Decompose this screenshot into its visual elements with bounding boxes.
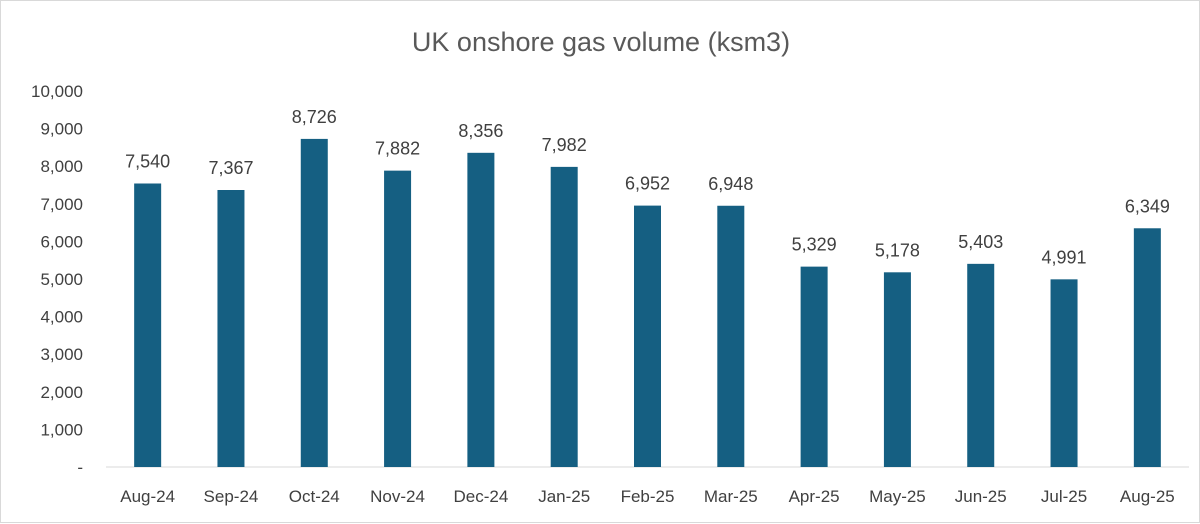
x-tick-label: Feb-25 — [621, 487, 675, 506]
data-label: 8,726 — [292, 107, 337, 127]
data-label: 5,329 — [792, 235, 837, 255]
y-tick-label: 3,000 — [40, 345, 83, 364]
data-label: 7,882 — [375, 139, 420, 159]
y-tick-label: 6,000 — [40, 232, 83, 251]
data-label: 5,403 — [958, 232, 1003, 252]
y-tick-label: 2,000 — [40, 383, 83, 402]
data-labels-group: 7,540 7,367 8,726 7,882 8,356 7,982 6,952 6,948… — [125, 107, 1170, 267]
y-tick-label: - — [77, 458, 83, 477]
data-label: 4,991 — [1042, 247, 1087, 267]
y-tick-label: 7,000 — [40, 195, 83, 214]
x-tick-label: Apr-25 — [789, 487, 840, 506]
bar — [384, 170, 412, 468]
y-tick-label: 1,000 — [40, 420, 83, 439]
x-tick-label: Jan-25 — [538, 487, 590, 506]
bar — [634, 205, 661, 467]
x-tick-label: May-25 — [869, 487, 926, 506]
chart-title: UK onshore gas volume (ksm3) — [412, 27, 790, 57]
bar — [217, 190, 245, 467]
data-label: 5,178 — [875, 240, 920, 260]
data-label: 6,952 — [625, 174, 670, 194]
y-tick-label: 5,000 — [40, 270, 83, 289]
x-tick-label: Jul-25 — [1041, 487, 1087, 506]
x-tick-label: Jun-25 — [955, 487, 1007, 506]
bar — [1050, 279, 1078, 467]
x-tick-label: Oct-24 — [289, 487, 340, 506]
x-tick-label: Dec-24 — [453, 487, 508, 506]
bar — [467, 152, 495, 468]
data-label: 6,948 — [708, 174, 753, 194]
y-tick-label: 9,000 — [40, 120, 83, 139]
y-axis: - 1,000 2,000 3,000 4,000 5,000 6,000 7,000 8,00… — [31, 82, 83, 477]
bar — [300, 138, 328, 467]
bar — [967, 263, 995, 467]
x-tick-label: Nov-24 — [370, 487, 425, 506]
x-tick-label: Mar-25 — [704, 487, 758, 506]
x-tick-label: Sep-24 — [204, 487, 259, 506]
y-tick-label: 4,000 — [40, 308, 83, 327]
bar — [717, 205, 745, 468]
y-tick-label: 10,000 — [31, 82, 83, 101]
x-axis: Aug-24 Sep-24 Oct-24 Nov-24 Dec-24 Jan-25 Feb-… — [106, 466, 1189, 506]
bar — [1133, 228, 1161, 467]
bar — [134, 183, 162, 467]
bar — [883, 272, 911, 467]
data-label: 7,540 — [125, 151, 170, 171]
data-label: 6,349 — [1125, 196, 1170, 216]
bar — [550, 166, 578, 467]
bar — [800, 266, 828, 467]
x-tick-label: Aug-24 — [120, 487, 175, 506]
data-label: 7,367 — [208, 158, 253, 178]
data-label: 8,356 — [458, 121, 503, 141]
y-tick-label: 8,000 — [40, 157, 83, 176]
bars-group — [134, 138, 1161, 468]
x-tick-label: Aug-25 — [1120, 487, 1175, 506]
data-label: 7,982 — [542, 135, 587, 155]
